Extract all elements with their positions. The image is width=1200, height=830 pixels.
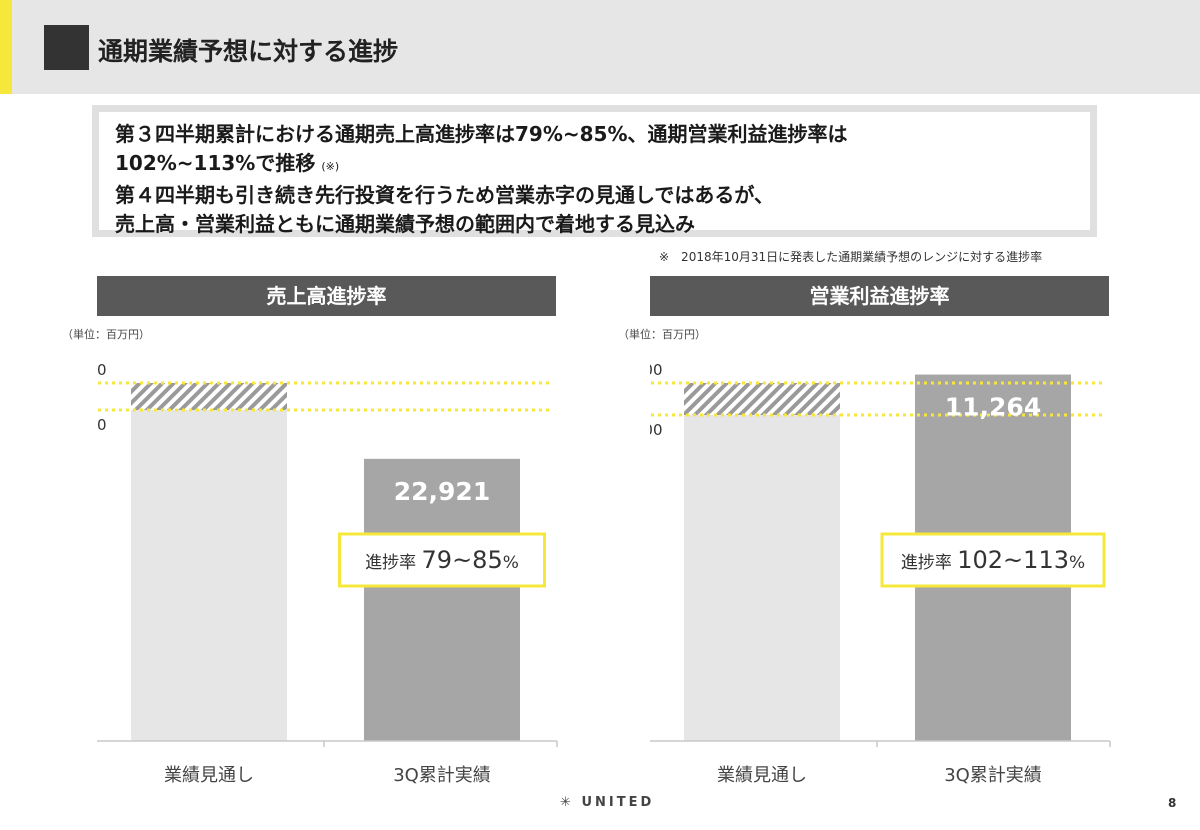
operating-profit-progress-box	[880, 532, 1106, 588]
header-accent-stripe	[0, 0, 12, 94]
summary-line-1: 第３四半期累計における通期売上高進捗率は79%~85%、通期営業利益進捗率は	[115, 122, 848, 146]
summary-note-mark: (※)	[321, 160, 340, 173]
sales-forecast-bar	[131, 410, 287, 741]
sales-tick-label-low: 26,900	[97, 416, 107, 434]
summary-box: 第３四半期累計における通期売上高進捗率は79%~85%、通期営業利益進捗率は 1…	[92, 105, 1097, 237]
asterisk-mark-icon: ✳	[560, 795, 574, 810]
operating-profit-tick-label-low: 10,000	[650, 421, 663, 439]
summary-line-2-text: 102%~113%で推移	[115, 151, 316, 175]
operating-profit-chart-svg: 11,000 10,000 11,264 進捗率 102~113% 業績見通し 3Q累計実…	[650, 361, 1111, 786]
sales-tick-label-high: 29,100	[97, 361, 107, 379]
sales-category-label-1: 3Q累計実績	[393, 765, 491, 786]
summary-line-4: 売上高・営業利益ともに通期業績予想の範囲内で着地する見込み	[115, 212, 695, 236]
sales-progress-box	[338, 532, 546, 588]
sales-forecast-range-bar	[131, 383, 287, 410]
sales-actual-value-label: 22,921	[394, 477, 490, 506]
operating-profit-forecast-range-bar	[684, 383, 840, 415]
operating-profit-chart-title: 営業利益進捗率	[650, 276, 1109, 316]
page-title: 通期業績予想に対する進捗	[98, 37, 399, 66]
operating-profit-category-label-1: 3Q累計実績	[944, 765, 1042, 786]
operating-profit-tick-label-high: 11,000	[650, 361, 663, 379]
operating-profit-progress-label: 進捗率 102~113%	[901, 546, 1085, 574]
sales-actual-bar	[364, 458, 520, 741]
sales-category-label-0: 業績見通し	[164, 765, 254, 786]
summary-line-3: 第４四半期も引き続き先行投資を行うため営業赤字の見通しではあるが、	[115, 183, 774, 207]
brand-name: UNITED	[581, 795, 655, 810]
sales-chart-svg: 29,100 26,900 22,921 進捗率 79~85% 業績見通し 3Q累計実績	[97, 361, 558, 786]
operating-profit-forecast-bar	[684, 415, 840, 741]
operating-profit-chart-unit: （単位：百万円）	[618, 328, 706, 341]
operating-profit-category-label-0: 業績見通し	[717, 765, 807, 786]
header-square-mark	[44, 25, 89, 70]
brand-logo: ✳ UNITED	[560, 795, 654, 810]
sales-chart-title: 売上高進捗率	[97, 276, 556, 316]
sales-progress-label: 進捗率 79~85%	[365, 546, 519, 574]
header-bar: 通期業績予想に対する進捗	[0, 0, 1200, 94]
footnote: ※ 2018年10月31日に発表した通期業績予想のレンジに対する進捗率	[659, 250, 1043, 264]
sales-chart-unit: （単位：百万円）	[62, 328, 150, 341]
operating-profit-actual-value-label: 11,264	[945, 393, 1041, 422]
page-number: 8	[1168, 796, 1177, 810]
summary-line-2: 102%~113%で推移 (※)	[115, 149, 1090, 181]
